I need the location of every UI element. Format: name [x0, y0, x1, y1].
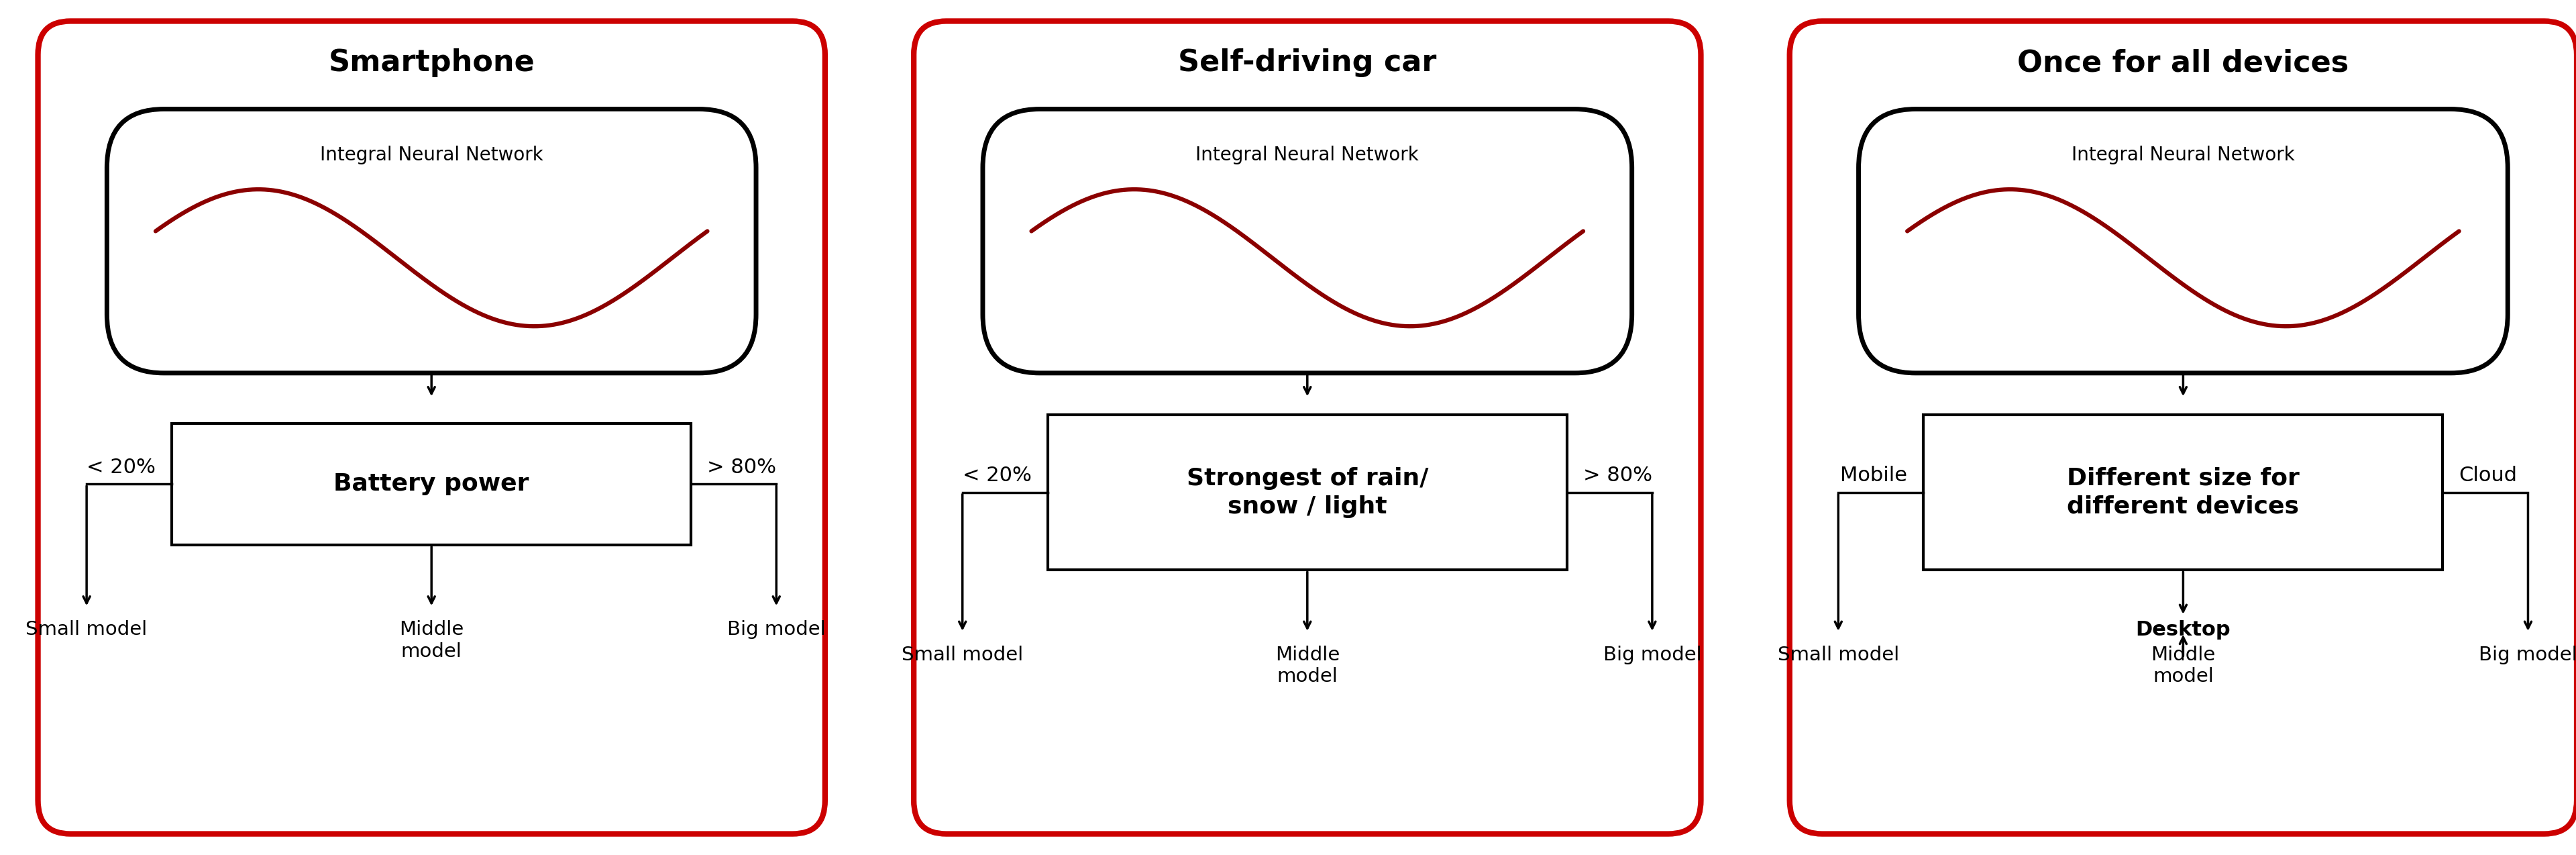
Text: Self-driving car: Self-driving car: [1177, 49, 1437, 78]
Text: < 20%: < 20%: [963, 466, 1030, 486]
Text: Middle
model: Middle model: [1275, 646, 1340, 686]
Text: Big model: Big model: [726, 620, 824, 639]
Text: Different size for
different devices: Different size for different devices: [2066, 467, 2300, 518]
Text: Big model: Big model: [2478, 646, 2576, 664]
Text: Small model: Small model: [902, 646, 1023, 664]
FancyBboxPatch shape: [984, 109, 1633, 373]
FancyBboxPatch shape: [106, 109, 757, 373]
Text: Smartphone: Smartphone: [327, 49, 536, 78]
Text: Middle
model: Middle model: [2151, 646, 2215, 686]
FancyBboxPatch shape: [39, 21, 824, 834]
Text: Battery power: Battery power: [335, 473, 528, 495]
Text: Mobile: Mobile: [1839, 466, 1906, 486]
Text: > 80%: > 80%: [1584, 466, 1651, 486]
FancyBboxPatch shape: [1048, 415, 1566, 570]
Text: Desktop: Desktop: [2136, 620, 2231, 640]
FancyBboxPatch shape: [1790, 21, 2576, 834]
FancyBboxPatch shape: [914, 21, 1700, 834]
FancyBboxPatch shape: [1924, 415, 2442, 570]
Text: Integral Neural Network: Integral Neural Network: [2071, 146, 2295, 164]
Text: Once for all devices: Once for all devices: [2017, 49, 2349, 78]
Text: Integral Neural Network: Integral Neural Network: [319, 146, 544, 164]
Text: Cloud: Cloud: [2460, 466, 2517, 486]
Text: Small model: Small model: [26, 620, 147, 639]
Text: Integral Neural Network: Integral Neural Network: [1195, 146, 1419, 164]
Text: > 80%: > 80%: [708, 457, 775, 477]
Text: Big model: Big model: [1602, 646, 1700, 664]
FancyBboxPatch shape: [173, 423, 690, 545]
Text: Strongest of rain/
snow / light: Strongest of rain/ snow / light: [1188, 467, 1427, 518]
FancyBboxPatch shape: [1860, 109, 2509, 373]
Text: Small model: Small model: [1777, 646, 1899, 664]
Text: < 20%: < 20%: [88, 457, 155, 477]
Text: Middle
model: Middle model: [399, 620, 464, 661]
